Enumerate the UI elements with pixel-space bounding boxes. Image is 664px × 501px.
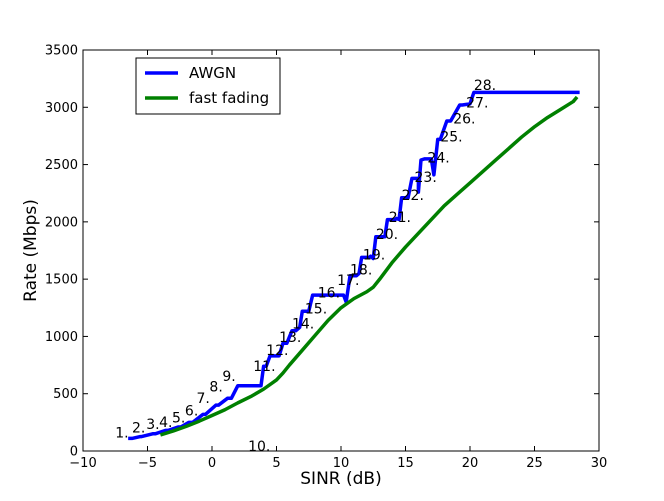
mcs-index-label: 9. [222,369,235,385]
x-tick-label: 10 [333,456,350,471]
mcs-index-label: 16. [318,285,340,301]
mcs-index-label: 14. [292,316,314,332]
x-tick-label: 30 [591,456,608,471]
mcs-index-label: 5. [172,410,185,426]
mcs-index-label: 10. [248,439,270,455]
mcs-index-label: 24. [427,150,449,166]
legend-box [135,57,281,115]
x-tick-label: 5 [272,456,280,471]
legend-label-awgn: AWGN [189,64,236,82]
x-tick-label: 20 [462,456,479,471]
y-tick-label: 0 [70,445,78,460]
y-tick-label: 2000 [45,215,78,230]
x-axis-title: SINR (dB) [300,469,381,489]
legend: AWGN fast fading [135,57,281,115]
y-tick-label: 1500 [45,273,78,288]
mcs-index-label: 11. [253,359,275,375]
x-tick-label: −10 [69,456,96,471]
mcs-index-label: 2. [132,421,145,437]
y-tick-label: 3000 [45,101,78,116]
y-tick-label: 2500 [45,158,78,173]
x-tick-label: 25 [526,456,543,471]
mcs-index-label: 7. [197,391,210,407]
mcs-index-label: 8. [209,379,222,395]
mcs-index-label: 13. [279,330,301,346]
mcs-index-label: 15. [305,302,327,318]
y-axis-title: Rate (Mbps) [21,199,41,302]
x-tick-label: −5 [138,456,157,471]
mcs-index-label: 21. [389,210,411,226]
mcs-index-label: 6. [185,403,198,419]
mcs-index-label: 23. [415,170,437,186]
mcs-index-label: 18. [350,263,372,279]
mcs-index-label: 20. [376,227,398,243]
mcs-index-label: 19. [363,248,385,264]
mcs-index-label: 12. [266,343,288,359]
y-tick-label: 500 [53,387,78,402]
y-tick-label: 1000 [45,330,78,345]
mcs-index-label: 28. [474,78,496,94]
mcs-index-label: 22. [402,188,424,204]
y-tick-label: 3500 [45,44,78,59]
x-tick-label: 0 [208,456,216,471]
mcs-index-label: 17. [337,273,359,289]
x-tick-label: 15 [397,456,414,471]
mcs-index-label: 26. [453,111,475,127]
mcs-index-label: 27. [466,95,488,111]
mcs-index-label: 3. [146,417,159,433]
mcs-index-label: 4. [159,415,172,431]
mcs-index-label: 1. [115,425,128,441]
legend-label-fast-fading: fast fading [189,89,269,107]
mcs-index-label: 25. [440,130,462,146]
series-line-awgn [128,90,580,441]
series-line-fast-fading [159,95,579,437]
